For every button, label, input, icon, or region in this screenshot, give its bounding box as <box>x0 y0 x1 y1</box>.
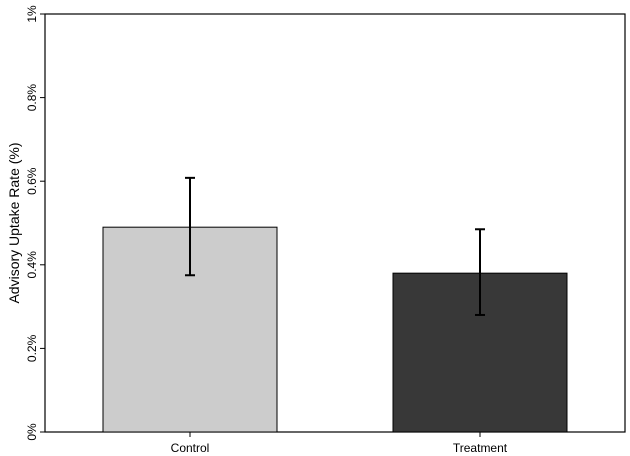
bars <box>102 176 568 433</box>
x-tick-label: Control <box>171 441 210 455</box>
y-tick-label: 0.8% <box>25 84 39 112</box>
x-axis: Control Treatment <box>171 432 508 455</box>
y-tick-label: 0.6% <box>25 167 39 195</box>
y-tick-label: 0.4% <box>25 251 39 279</box>
y-tick-label: 0.2% <box>25 334 39 362</box>
y-axis-title: Advisory Uptake Rate (%) <box>6 142 22 303</box>
x-tick-label: Treatment <box>453 441 508 455</box>
y-tick-label: 1% <box>25 5 39 23</box>
y-tick-label: 0% <box>25 423 39 441</box>
y-axis: 0% 0.2% 0.4% 0.6% 0.8% 1% <box>25 5 45 441</box>
